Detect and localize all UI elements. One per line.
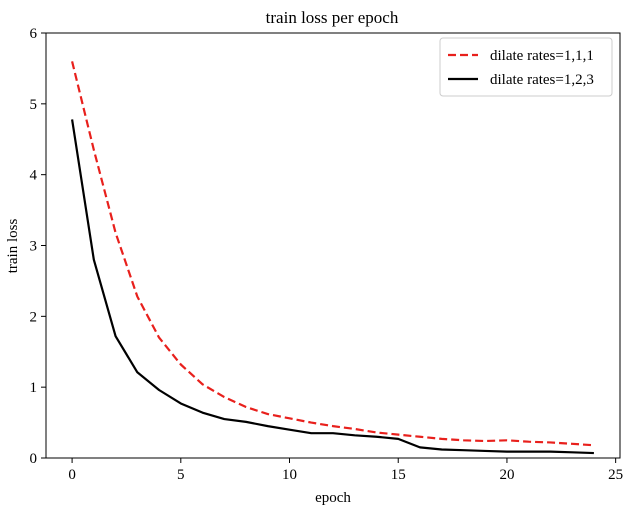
plot-frame — [45, 32, 621, 459]
x-axis: 0 5 10 15 20 25 — [68, 458, 623, 483]
plot-area — [71, 61, 594, 455]
y-tick-label: 1 — [30, 380, 38, 396]
legend-box — [439, 37, 613, 97]
y-axis: 0 1 2 3 4 5 6 — [30, 26, 46, 467]
x-tick-label: 20 — [499, 467, 514, 483]
x-tick-label: 0 — [68, 467, 76, 483]
legend-label: dilate rates=1,2,3 — [490, 72, 594, 88]
y-tick-label: 6 — [30, 26, 38, 42]
x-tick-label: 5 — [177, 467, 185, 483]
x-tick-label: 10 — [282, 467, 297, 483]
x-tick-label: 25 — [608, 467, 623, 483]
y-tick-label: 0 — [30, 451, 38, 467]
y-axis-label: train loss — [5, 219, 21, 274]
y-tick-label: 5 — [30, 97, 38, 113]
series-line-2 — [71, 119, 594, 455]
chart-title: train loss per epoch — [266, 8, 399, 27]
legend: dilate rates=1,1,1 dilate rates=1,2,3 — [439, 37, 613, 97]
y-tick-label: 2 — [30, 309, 38, 325]
y-tick-label: 4 — [30, 168, 38, 184]
x-tick-label: 15 — [391, 467, 406, 483]
series-line-1 — [71, 61, 594, 447]
x-axis-label: epoch — [315, 490, 351, 506]
y-tick-label: 3 — [30, 239, 38, 255]
legend-label: dilate rates=1,1,1 — [490, 48, 594, 64]
